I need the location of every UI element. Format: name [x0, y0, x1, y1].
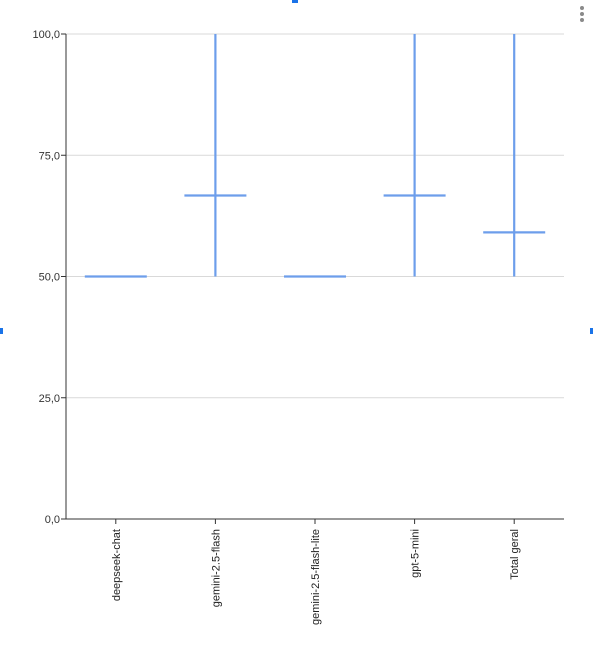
y-tick-label: 50,0 [39, 272, 60, 284]
x-axis-ticks: deepseek-chat gemini-2.5-flash gemini-2.5-… [111, 519, 521, 625]
series-marks [84, 34, 546, 278]
x-tick-label: gemini-2.5-flash [210, 529, 222, 607]
more-vert-icon[interactable] [577, 4, 587, 26]
x-tick-label: deepseek-chat [111, 529, 123, 601]
y-tick-label: 75,0 [39, 150, 60, 162]
resize-handle-right[interactable] [590, 328, 593, 334]
y-tick-label: 100,0 [32, 29, 60, 41]
y-axis-ticks: 0,0 25,0 50,0 75,0 100,0 [32, 29, 66, 526]
x-tick-label: Total geral [509, 529, 521, 580]
candle-gemini-2.5-flash [184, 34, 247, 277]
resize-handle-top[interactable] [292, 0, 298, 3]
resize-handle-left[interactable] [0, 328, 3, 334]
x-tick-label: gpt-5-mini [410, 529, 422, 578]
x-tick-label: gemini-2.5-flash-lite [310, 529, 322, 625]
candle-gpt-5-mini [383, 34, 446, 277]
y-tick-label: 25,0 [39, 393, 60, 405]
candle-Total geral [483, 34, 546, 277]
grid-lines [66, 33, 564, 399]
y-tick-label: 0,0 [45, 514, 60, 526]
